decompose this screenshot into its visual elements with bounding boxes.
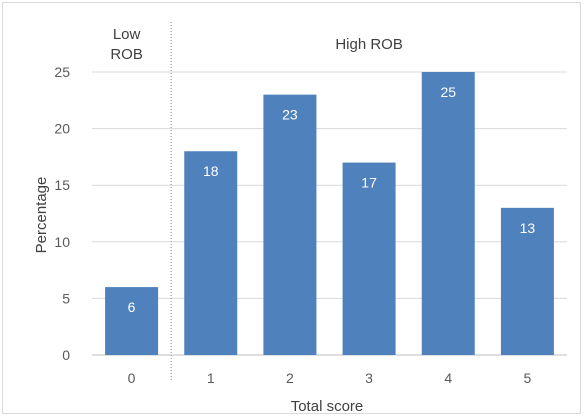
bar: [342, 162, 396, 355]
group-labels: Low ROB High ROB: [110, 26, 403, 63]
bar: [421, 72, 475, 355]
data-label: 17: [361, 175, 377, 191]
data-label: 25: [440, 84, 456, 100]
data-label: 23: [282, 107, 298, 123]
group-label-low: Low: [113, 26, 141, 43]
x-axis-label: Total score: [291, 398, 364, 415]
x-tick-label: 4: [444, 370, 452, 386]
data-label: 13: [520, 220, 536, 236]
y-tick-label: 20: [54, 121, 70, 137]
bars: [105, 72, 554, 355]
bar: [263, 94, 317, 355]
data-labels: 6 18 23 17 25 13: [128, 84, 536, 315]
y-tick-labels: 0 5 10 15 20 25: [54, 64, 70, 363]
bar: [184, 151, 238, 355]
x-tick-label: 2: [286, 370, 294, 386]
x-tick-labels: 0 1 2 3 4 5: [128, 370, 532, 386]
y-tick-label: 25: [54, 64, 70, 80]
y-axis-label: Percentage: [33, 177, 50, 254]
x-tick-label: 3: [365, 370, 373, 386]
bar: [500, 207, 554, 355]
group-label-low: ROB: [110, 46, 143, 63]
x-tick-label: 1: [207, 370, 215, 386]
bar: [105, 287, 159, 355]
y-tick-label: 0: [62, 347, 70, 363]
x-tick-label: 0: [128, 370, 136, 386]
y-tick-label: 15: [54, 177, 70, 193]
y-tick-label: 5: [62, 290, 70, 306]
gridlines: [92, 71, 567, 356]
y-tick-label: 10: [54, 234, 70, 250]
x-tick-label: 5: [524, 370, 532, 386]
group-label-high: High ROB: [335, 36, 403, 53]
data-label: 18: [203, 163, 219, 179]
data-label: 6: [128, 299, 136, 315]
